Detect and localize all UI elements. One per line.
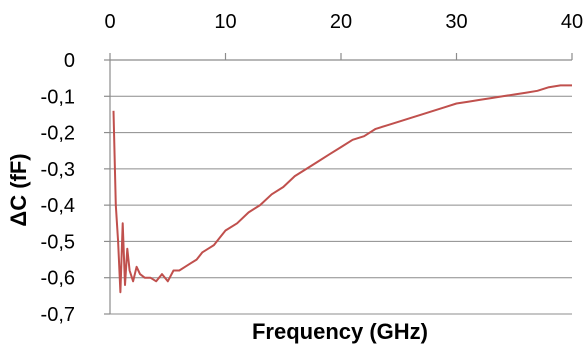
y-axis-title: ΔC (fF) <box>6 153 31 226</box>
x-axis-title: Frequency (GHz) <box>252 319 428 344</box>
x-tick-label: 0 <box>104 11 115 33</box>
y-tick-label: -0,3 <box>41 159 75 181</box>
x-tick-label: 20 <box>330 11 352 33</box>
series-line-0 <box>114 85 573 292</box>
x-tick-label: 30 <box>445 11 467 33</box>
x-tick-label: 40 <box>561 11 583 33</box>
x-tick-label: 10 <box>214 11 236 33</box>
y-tick-label: 0 <box>64 50 75 72</box>
series-layer <box>114 85 573 292</box>
axes <box>104 53 572 314</box>
y-tick-label: -0,4 <box>41 195 75 217</box>
gridlines <box>110 96 572 314</box>
y-tick-label: -0,6 <box>41 268 75 290</box>
y-tick-label: -0,7 <box>41 304 75 326</box>
y-tick-labels: 0 -0,1 -0,2 -0,3 -0,4 -0,5 -0,6 -0,7 <box>41 50 75 326</box>
x-tick-labels: 0 10 20 30 40 <box>104 11 583 33</box>
y-tick-label: -0,5 <box>41 231 75 253</box>
y-tick-label: -0,2 <box>41 123 75 145</box>
y-tick-label: -0,1 <box>41 86 75 108</box>
